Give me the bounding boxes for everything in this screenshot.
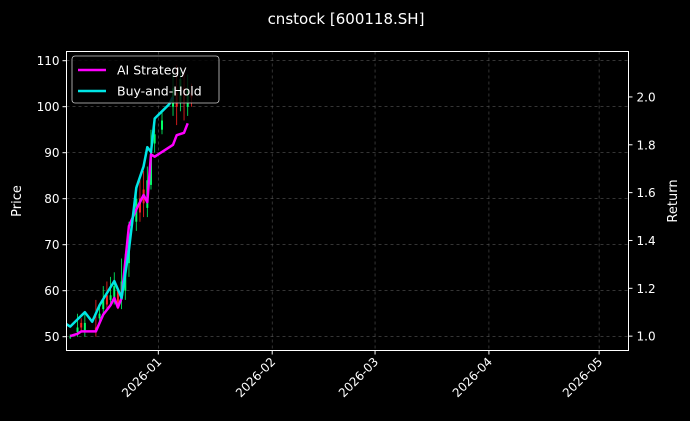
candle-body [109, 295, 112, 300]
y-axis-left-label: Price [10, 185, 25, 217]
x-tick-label: 2026-02 [233, 355, 278, 400]
series-line [69, 122, 189, 338]
legend-label: Buy-and-Hold [117, 84, 202, 99]
candle-body [98, 313, 101, 319]
candle-body [102, 299, 105, 310]
candle-body [113, 286, 116, 300]
candle-body [76, 327, 79, 333]
candle-body [116, 290, 119, 305]
series-lines [65, 96, 189, 338]
plot-frame [66, 51, 629, 351]
candle-body [161, 120, 164, 130]
candle-body [80, 322, 83, 328]
y-right-tick-label: 2.0 [637, 90, 656, 104]
x-axis: 2026-01 2026-02 2026-03 2026-04 2026-05 [119, 350, 605, 400]
candlesticks [69, 65, 193, 339]
y-right-tick-label: 1.6 [637, 186, 656, 200]
candle-body [153, 134, 156, 144]
legend-box [71, 55, 220, 104]
y-left-tick-label: 90 [44, 146, 59, 160]
y-axis-right: 1.0 1.2 1.4 1.6 1.8 2.0 [628, 90, 656, 344]
candle-body [138, 198, 141, 213]
x-tick-label: 2026-03 [336, 355, 381, 400]
legend-label: AI Strategy [117, 63, 187, 78]
candle-body [105, 295, 108, 305]
y-right-tick-label: 1.0 [637, 330, 656, 344]
y-right-tick-label: 1.8 [637, 138, 656, 152]
y-axis-right-label: Return [666, 179, 681, 222]
chart-title: cnstock [600118.SH] [268, 10, 425, 28]
x-tick-label: 2026-04 [450, 355, 495, 400]
y-right-tick-label: 1.4 [637, 234, 656, 248]
y-left-tick-label: 110 [37, 54, 60, 68]
y-axis-left: 50 60 70 80 90 100 110 [37, 54, 67, 344]
candle-body [83, 322, 86, 333]
y-left-tick-label: 50 [44, 330, 59, 344]
y-left-tick-label: 70 [44, 238, 59, 252]
x-tick-label: 2026-05 [560, 355, 605, 400]
y-left-tick-label: 80 [44, 192, 59, 206]
legend: AI Strategy Buy-and-Hold [71, 55, 220, 104]
y-left-tick-label: 100 [37, 100, 60, 114]
y-right-tick-label: 1.2 [637, 282, 656, 296]
candle-body [69, 336, 72, 338]
grid [66, 51, 629, 351]
x-tick-label: 2026-01 [119, 355, 164, 400]
series-line [65, 96, 175, 328]
y-left-tick-label: 60 [44, 284, 59, 298]
